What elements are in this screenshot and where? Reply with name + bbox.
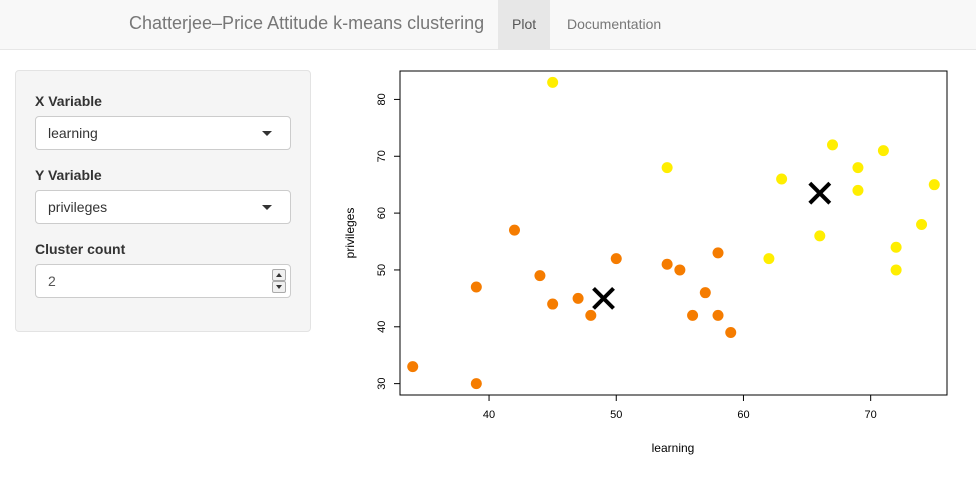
tab-documentation[interactable]: Documentation [567,16,662,32]
y-axis: 30 40 50 60 70 80 [376,93,400,390]
data-points [407,76,940,390]
x-tick-label: 40 [483,409,495,421]
data-point [572,292,584,304]
cluster-count-label: Cluster count [35,241,126,257]
y-tick-label: 60 [376,207,388,219]
cluster-center-marker [808,181,832,205]
data-point [674,264,686,276]
y-tick-label: 50 [376,264,388,276]
app-title: Chatterjee–Price Attitude k-means cluste… [129,13,485,33]
x-tick-label: 50 [610,409,622,421]
data-point [585,309,597,321]
data-point [610,253,622,265]
y-variable-label: Y Variable [35,167,102,183]
data-point [852,162,864,174]
x-tick-label: 60 [737,409,749,421]
data-point [776,173,788,185]
navbar: Chatterjee–Price Attitude k-means cluste… [0,0,976,50]
tab-plot[interactable]: Plot [498,0,551,49]
sidebar-panel: X Variable learning Y Variable privilege… [15,70,311,332]
data-point [470,281,482,293]
data-point [814,230,826,242]
y-tick-label: 80 [376,93,388,105]
data-point [547,298,559,310]
cluster-centers [592,181,832,310]
data-point [470,378,482,390]
decrement-arrow-icon[interactable] [272,281,286,293]
y-axis-title: privileges [343,208,357,259]
data-point [852,184,864,196]
x-variable-select[interactable]: learning [35,116,291,150]
data-point [763,253,775,265]
chevron-down-icon [262,131,272,136]
x-variable-label: X Variable [35,93,102,109]
x-variable-value: learning [48,125,98,141]
x-axis-title: learning [652,441,695,455]
data-point [699,287,711,299]
y-tick-label: 70 [376,150,388,162]
chevron-down-icon [262,205,272,210]
x-axis: 40 50 60 70 [483,395,877,421]
data-point [827,139,839,151]
data-point [890,264,902,276]
data-point [661,162,673,174]
x-tick-label: 70 [865,409,877,421]
y-variable-select[interactable]: privileges [35,190,291,224]
data-point [712,247,724,259]
data-point [661,258,673,270]
data-point [712,309,724,321]
data-point [534,270,546,282]
data-point [877,145,889,157]
increment-arrow-icon[interactable] [272,269,286,281]
data-point [547,76,559,88]
data-point [928,179,940,191]
y-variable-value: privileges [48,199,108,215]
cluster-count-input[interactable]: 2 [35,264,291,298]
y-tick-label: 30 [376,378,388,390]
scatter-plot: 40 50 60 70 30 40 50 60 70 80 learning privilege… [343,70,948,455]
plot-frame [399,70,948,396]
data-point [725,326,737,338]
data-point [407,361,419,373]
y-tick-label: 40 [376,321,388,333]
data-point [916,218,928,230]
cluster-count-value: 2 [48,273,56,289]
data-point [687,309,699,321]
cluster-center-marker [592,286,615,310]
data-point [508,224,520,236]
data-point [890,241,902,253]
